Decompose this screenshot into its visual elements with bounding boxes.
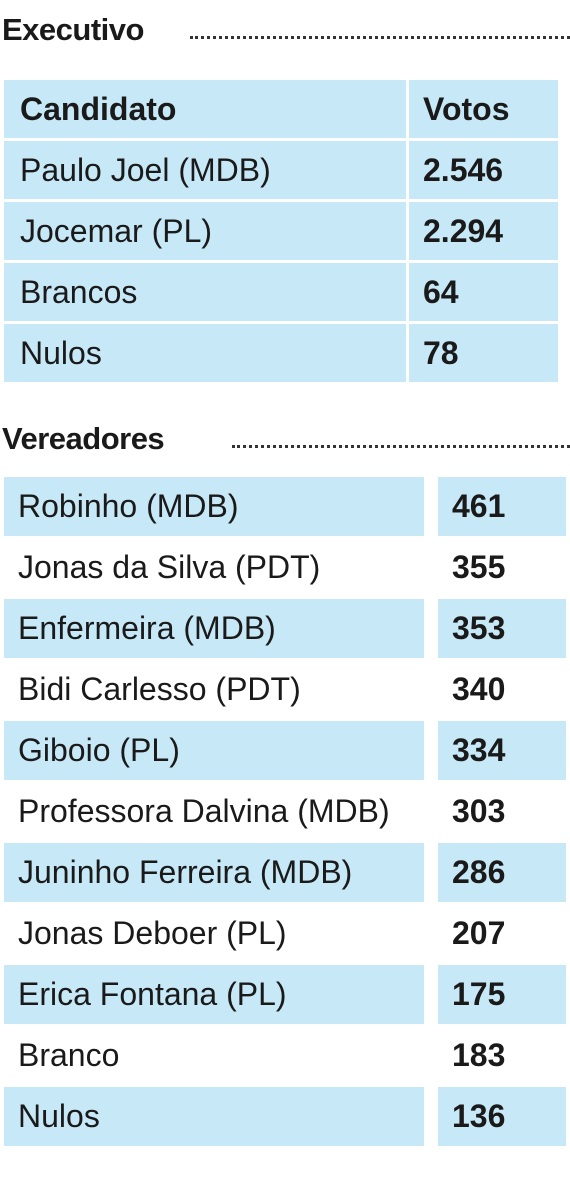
vereadores-table: Robinho (MDB) 461 Jonas da Silva (PDT) 3…	[4, 475, 566, 1148]
candidate-name: Professora Dalvina (MDB)	[18, 793, 390, 829]
table-row: Professora Dalvina (MDB) 303	[4, 782, 566, 841]
table-row: Giboio (PL) 334	[4, 721, 566, 780]
table-row: Juninho Ferreira (MDB) 286	[4, 843, 566, 902]
column-header-candidate: Candidato	[4, 80, 406, 138]
candidate-votes: 78	[409, 324, 558, 382]
candidate-name: Giboio (PL)	[4, 721, 424, 780]
table-row: Robinho (MDB) 461	[4, 477, 566, 536]
candidate-votes: 64	[409, 263, 558, 321]
executivo-title: Executivo	[2, 12, 144, 47]
vereadores-section-header: Vereadores	[0, 421, 570, 457]
candidate-votes: 183	[452, 1037, 506, 1073]
dotted-leader	[232, 445, 570, 448]
candidate-name: Bidi Carlesso (PDT)	[18, 671, 301, 707]
table-row: Jonas da Silva (PDT) 355	[4, 538, 566, 597]
candidate-votes: 353	[438, 599, 566, 658]
candidate-name: Paulo Joel (MDB)	[4, 141, 406, 199]
candidate-name: Jonas Deboer (PL)	[18, 915, 287, 951]
candidate-votes: 286	[438, 843, 566, 902]
candidate-votes: 2.546	[409, 141, 558, 199]
candidate-name: Jonas da Silva (PDT)	[18, 549, 321, 585]
candidate-votes: 2.294	[409, 202, 558, 260]
table-row: Branco 183	[4, 1026, 566, 1085]
candidate-name: Erica Fontana (PL)	[4, 965, 424, 1024]
table-row: Nulos 78	[4, 324, 558, 382]
table-row: Jocemar (PL) 2.294	[4, 202, 558, 260]
candidate-name: Nulos	[4, 324, 406, 382]
table-row: Erica Fontana (PL) 175	[4, 965, 566, 1024]
candidate-name: Juninho Ferreira (MDB)	[4, 843, 424, 902]
candidate-name: Robinho (MDB)	[4, 477, 424, 536]
candidate-votes: 136	[438, 1087, 566, 1146]
candidate-votes: 334	[438, 721, 566, 780]
table-row: Nulos 136	[4, 1087, 566, 1146]
candidate-votes: 303	[452, 793, 506, 829]
dotted-leader	[190, 36, 570, 39]
table-row: Brancos 64	[4, 263, 558, 321]
candidate-votes: 207	[452, 915, 506, 951]
candidate-votes: 355	[452, 549, 506, 585]
candidate-name: Enfermeira (MDB)	[4, 599, 424, 658]
executivo-table: Candidato Votos Paulo Joel (MDB) 2.546 J…	[1, 77, 561, 385]
candidate-name: Jocemar (PL)	[4, 202, 406, 260]
table-row: Enfermeira (MDB) 353	[4, 599, 566, 658]
candidate-name: Branco	[18, 1037, 120, 1073]
vereadores-title: Vereadores	[2, 421, 165, 456]
executivo-section-header: Executivo	[0, 12, 570, 48]
table-row: Paulo Joel (MDB) 2.546	[4, 141, 558, 199]
table-row: Jonas Deboer (PL) 207	[4, 904, 566, 963]
candidate-name: Brancos	[4, 263, 406, 321]
column-header-votes: Votos	[409, 80, 558, 138]
candidate-name: Nulos	[4, 1087, 424, 1146]
candidate-votes: 340	[452, 671, 506, 707]
candidate-votes: 175	[438, 965, 566, 1024]
table-row: Bidi Carlesso (PDT) 340	[4, 660, 566, 719]
table-header-row: Candidato Votos	[4, 80, 558, 138]
candidate-votes: 461	[438, 477, 566, 536]
